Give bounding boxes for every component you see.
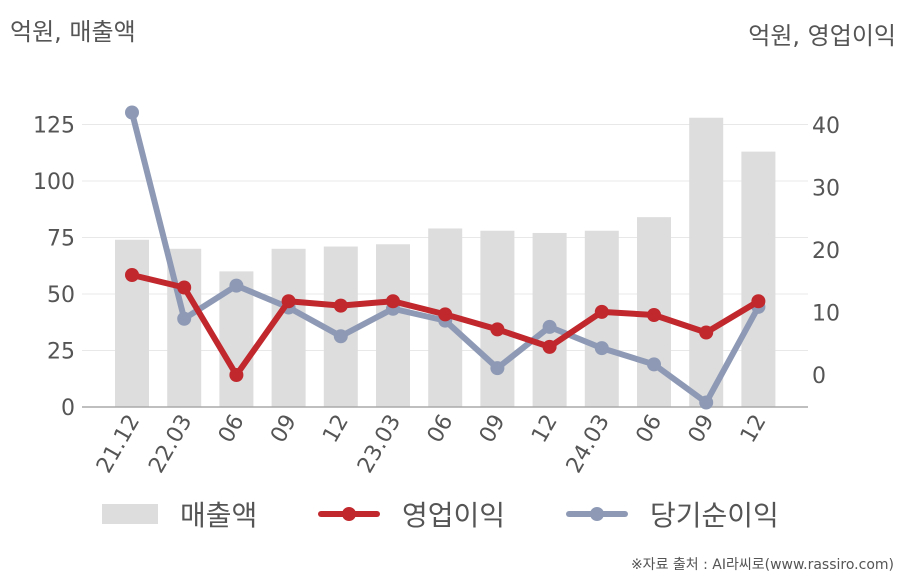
x-axis-tick-label: 09 (475, 411, 511, 448)
x-axis-tick-label: 12 (736, 411, 772, 448)
x-axis-tick-label: 22.03 (144, 411, 197, 478)
legend-item-operating-profit: 영업이익 (318, 492, 505, 536)
net-income-point (229, 278, 244, 293)
net-income-point (177, 311, 192, 326)
source-note: ※자료 출처 : AI라씨로(www.rassiro.com) (630, 557, 894, 573)
left-axis-tick-label: 50 (47, 283, 75, 308)
legend-label-net-income: 당기순이익 (650, 499, 779, 532)
legend-label-revenue: 매출액 (180, 499, 258, 532)
right-axis-tick-label: 10 (812, 302, 840, 327)
right-axis-tick-label: 0 (812, 364, 826, 389)
revenue-bar (271, 248, 306, 407)
operating-profit-point (438, 307, 453, 322)
operating-profit-point (177, 280, 192, 295)
x-axis-tick-label: 12 (527, 411, 563, 448)
net-income-point (699, 395, 714, 410)
x-axis-tick-label: 24.03 (562, 411, 615, 478)
net-income-point (333, 329, 348, 344)
operating-profit-point (125, 268, 139, 282)
x-axis-tick-label: 09 (684, 411, 720, 448)
legend-swatch-net-income (566, 504, 628, 524)
x-axis-tick-label: 21.12 (92, 411, 145, 478)
operating-profit-point (386, 294, 400, 309)
left-axis-unit-label: 억원, 매출액 (10, 18, 136, 46)
legend-item-revenue: 매출액 (102, 492, 257, 536)
revenue-bar (689, 117, 724, 407)
right-axis-tick-label: 30 (812, 177, 840, 202)
operating-profit-point (281, 294, 296, 309)
operating-profit-point (542, 339, 557, 354)
left-axis-tick-label: 100 (33, 170, 75, 195)
legend-item-net-income: 당기순이익 (566, 492, 779, 536)
x-axis-tick-label: 23.03 (353, 411, 406, 478)
operating-profit-point (594, 304, 609, 319)
legend-swatch-revenue (102, 504, 158, 524)
revenue-bar (480, 230, 515, 407)
legend-label-operating-profit: 영업이익 (402, 499, 506, 532)
net-income-point (125, 105, 139, 120)
x-axis-tick-label: 09 (266, 411, 302, 448)
left-axis-tick-label: 25 (47, 340, 75, 365)
operating-profit-point (751, 294, 766, 309)
right-axis-tick-label: 40 (812, 114, 840, 139)
net-income-point (647, 357, 661, 372)
revenue-bar (376, 244, 410, 407)
net-income-point (542, 319, 557, 334)
x-axis-tick-label: 12 (318, 411, 354, 448)
operating-profit-point (333, 298, 348, 313)
left-axis-tick-label: 125 (33, 114, 75, 139)
right-axis-tick-label: 20 (812, 239, 840, 264)
operating-profit-point (490, 322, 505, 337)
x-axis-tick-label: 06 (423, 411, 459, 448)
x-axis-tick-label: 06 (214, 411, 250, 448)
right-axis-unit-label: 억원, 영업이익 (748, 22, 896, 50)
operating-profit-point (699, 325, 714, 340)
revenue-bar (741, 151, 776, 407)
revenue-bar (115, 239, 149, 407)
x-axis-tick-label: 06 (632, 411, 668, 448)
left-axis-tick-label: 75 (47, 227, 75, 252)
legend: 매출액 영업이익 당기순이익 (0, 492, 908, 536)
operating-profit-point (229, 368, 244, 382)
operating-profit-point (647, 308, 661, 322)
legend-swatch-operating-profit (318, 504, 380, 524)
net-income-point (594, 341, 609, 356)
net-income-point (490, 361, 505, 376)
left-axis-tick-label: 0 (61, 396, 75, 421)
